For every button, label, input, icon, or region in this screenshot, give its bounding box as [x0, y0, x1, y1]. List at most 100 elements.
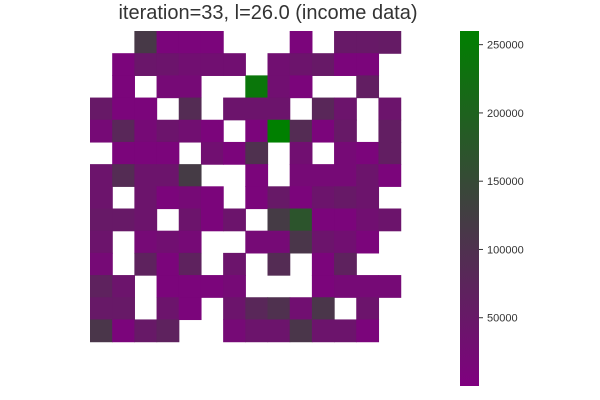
heatmap-cell [356, 186, 380, 210]
heatmap-cell [356, 31, 380, 54]
heatmap-cell [156, 275, 180, 298]
heatmap-cell [245, 119, 269, 143]
heatmap-cell [378, 208, 402, 232]
heatmap-cell [134, 31, 158, 54]
heatmap-cell [267, 252, 291, 276]
heatmap-cell [178, 275, 202, 298]
heatmap-cell [334, 141, 357, 165]
heatmap-cell [90, 275, 113, 298]
heatmap-cell [378, 119, 402, 143]
heatmap-cell [90, 230, 113, 254]
heatmap-cell [112, 53, 135, 76]
heatmap-cell [90, 297, 113, 321]
heatmap-cell [289, 297, 313, 321]
heatmap-cell [112, 75, 135, 99]
heatmap-cell [289, 53, 313, 76]
heatmap-cell [245, 297, 269, 321]
heatmap-cell [311, 164, 335, 187]
heatmap-cell [334, 186, 357, 210]
heatmap-cell [356, 208, 380, 232]
heatmap-cell [178, 75, 202, 99]
chart-title: iteration=33, l=26.0 (income data) [118, 2, 417, 24]
heatmap-cell [112, 97, 135, 121]
heatmap-cell [134, 186, 158, 210]
heatmap-cell [334, 208, 357, 232]
heatmap-cell [156, 75, 180, 99]
heatmap-cell [178, 297, 202, 321]
heatmap-cell [289, 164, 313, 187]
heatmap-cell [90, 186, 113, 210]
colorbar: 50000 100000 150000 200000 250000 [460, 31, 524, 386]
heatmap-cell [289, 75, 313, 99]
heatmap-cell [134, 97, 158, 121]
colorbar-gradient [460, 31, 479, 386]
heatmap-cell [134, 252, 158, 276]
heatmap-cell [334, 53, 357, 76]
heatmap-cell [267, 297, 291, 321]
heatmap-cell [289, 319, 313, 343]
heatmap-cell [112, 141, 135, 165]
heatmap-cell [200, 53, 224, 76]
heatmap-cell [245, 75, 269, 99]
heatmap-cell [156, 119, 180, 143]
heatmap-cell [267, 53, 291, 76]
heatmap-cell [311, 186, 335, 210]
heatmap-cell [178, 119, 202, 143]
heatmap-cell [311, 319, 335, 343]
heatmap-cell [267, 186, 291, 210]
heatmap-cell [90, 97, 113, 121]
heatmap-cell [267, 319, 291, 343]
colorbar-tick-label: 250000 [487, 40, 524, 52]
heatmap-cell [112, 208, 135, 232]
heatmap-cell [178, 164, 202, 187]
heatmap-cell [156, 319, 180, 343]
heatmap-cell [200, 275, 224, 298]
heatmap-cell [334, 119, 357, 143]
heatmap-cell [378, 97, 402, 121]
heatmap-cell [356, 319, 380, 343]
heatmap-cell [289, 141, 313, 165]
colorbar-tick-label: 200000 [487, 108, 524, 120]
heatmap-cell [90, 164, 113, 187]
heatmap-cell [178, 97, 202, 121]
heatmap-cell [156, 186, 180, 210]
heatmap-cell [112, 275, 135, 298]
colorbar-tick-label: 50000 [487, 313, 518, 325]
heatmap-cell [267, 119, 291, 143]
heatmap-cell [156, 53, 180, 76]
heatmap-cell [200, 31, 224, 54]
heatmap-cell [245, 319, 269, 343]
heatmap-cell [134, 319, 158, 343]
heatmap-cell [178, 53, 202, 76]
heatmap-cell [178, 252, 202, 276]
heatmap-cell [311, 53, 335, 76]
colorbar-tick-label: 150000 [487, 176, 524, 188]
heatmap-cell [90, 252, 113, 276]
heatmap-cell [311, 208, 335, 232]
heatmap-cell [178, 186, 202, 210]
heatmap-cell [178, 230, 202, 254]
heatmap-cell [334, 319, 357, 343]
heatmap-cell [311, 119, 335, 143]
heatmap-cell [289, 186, 313, 210]
heatmap-cell [311, 230, 335, 254]
heatmap-cell [245, 164, 269, 187]
heatmap-cell [334, 275, 357, 298]
heatmap-grid [90, 31, 402, 343]
heatmap-cell [156, 297, 180, 321]
heatmap-cell [200, 186, 224, 210]
heatmap-cell [200, 119, 224, 143]
heatmap-cell [223, 297, 246, 321]
heatmap-cell [90, 208, 113, 232]
heatmap-cell [223, 97, 246, 121]
heatmap-cell [245, 186, 269, 210]
heatmap-cell [311, 275, 335, 298]
heatmap-cell [289, 31, 313, 54]
heatmap-cell [223, 53, 246, 76]
heatmap-cell [267, 97, 291, 121]
heatmap-cell [156, 252, 180, 276]
heatmap-cell [223, 208, 246, 232]
heatmap-cell [112, 297, 135, 321]
heatmap-cell [356, 275, 380, 298]
